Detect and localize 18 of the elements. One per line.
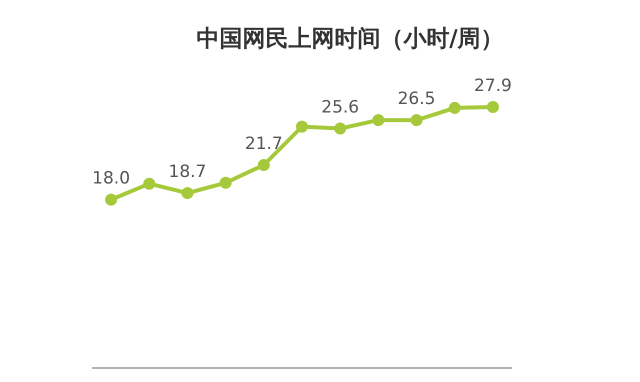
point — [448, 102, 461, 114]
point — [258, 159, 270, 171]
point — [105, 194, 118, 206]
point — [220, 176, 232, 189]
data-label: 21.7 — [244, 134, 283, 154]
point — [296, 120, 308, 133]
point — [486, 101, 499, 113]
data-label: 25.6 — [321, 98, 360, 118]
point — [372, 114, 384, 126]
title: 中国网民上网时间（小时/周） — [196, 26, 504, 52]
data-label: 18.7 — [168, 162, 206, 182]
data-label: 26.5 — [398, 89, 436, 110]
point — [143, 178, 156, 190]
data-label: 18.0 — [92, 168, 130, 189]
point — [410, 114, 423, 126]
data-label: 27.9 — [474, 76, 512, 96]
point — [334, 122, 346, 135]
point — [181, 187, 194, 200]
